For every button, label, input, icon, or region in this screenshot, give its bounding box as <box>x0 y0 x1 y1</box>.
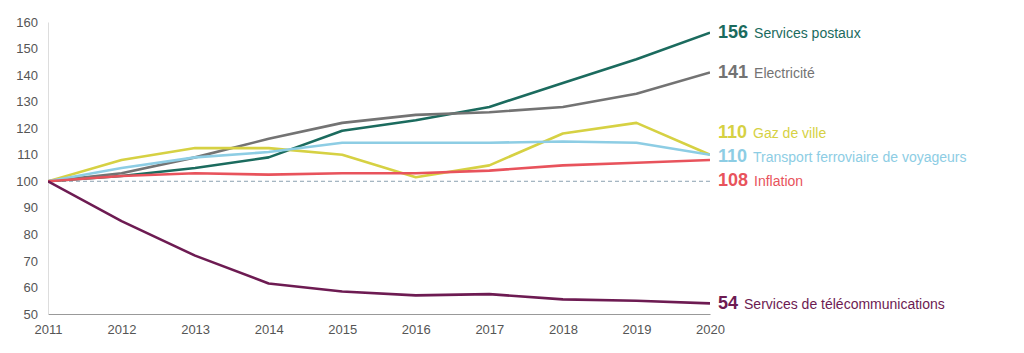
data-label: 108 <box>718 170 748 190</box>
y-tick-label: 80 <box>24 227 38 242</box>
series-name: Electricité <box>754 65 815 81</box>
end-label: 110 Gaz de ville <box>718 122 826 142</box>
series-line <box>48 123 710 181</box>
series-line <box>48 72 710 181</box>
y-tick-label: 60 <box>24 280 38 295</box>
y-tick-label: 50 <box>24 307 38 322</box>
series-name: Services de télécommunications <box>744 296 945 312</box>
y-tick-label: 90 <box>24 200 38 215</box>
x-axis-line <box>49 314 711 315</box>
y-tick: 150 <box>16 41 48 56</box>
y-tick: 70 <box>24 254 48 269</box>
x-tick: 2012 <box>108 314 137 337</box>
end-label: 141 Electricité <box>718 62 815 82</box>
y-tick-label: 100 <box>16 174 38 189</box>
x-tick-label: 2014 <box>255 322 284 337</box>
x-tick: 2015 <box>328 314 357 337</box>
x-tick: 2013 <box>181 314 210 337</box>
x-tick-label: 2015 <box>328 322 357 337</box>
y-tick-label: 120 <box>16 121 38 136</box>
data-label: 110 <box>718 122 747 142</box>
x-tick-label: 2017 <box>475 322 504 337</box>
x-tick-label: 2012 <box>108 322 137 337</box>
x-tick-label: 2020 <box>696 322 725 337</box>
y-tick: 90 <box>24 200 48 215</box>
x-tick: 2020 <box>696 314 725 337</box>
x-tick-label: 2019 <box>622 322 651 337</box>
end-label: 54 Services de télécommunications <box>718 293 945 313</box>
x-tick-label: 2011 <box>35 322 63 337</box>
end-label: 156 Services postaux <box>718 22 861 42</box>
y-tick: 110 <box>17 147 48 162</box>
y-tick: 60 <box>24 280 48 295</box>
y-tick-label: 140 <box>16 68 38 83</box>
y-tick: 80 <box>24 227 48 242</box>
end-labels: 156 Services postaux 141 Electricité 110 Gaz … <box>718 22 967 313</box>
y-tick: 160 <box>16 15 48 30</box>
y-axis: 50 60 70 80 90 100 110 120 130 140 150 160 <box>16 15 48 322</box>
x-tick-label: 2018 <box>549 322 578 337</box>
reference-line <box>48 181 710 182</box>
y-tick: 100 <box>16 174 48 189</box>
x-tick-label: 2016 <box>402 322 431 337</box>
x-tick: 2019 <box>622 314 651 337</box>
data-label: 54 <box>718 293 738 313</box>
y-tick-label: 160 <box>16 15 38 30</box>
x-tick: 2016 <box>402 314 431 337</box>
series-line <box>48 33 710 182</box>
x-tick: 2017 <box>475 314 504 337</box>
y-tick: 140 <box>16 68 48 83</box>
y-tick-label: 130 <box>16 94 38 109</box>
data-label: 156 <box>718 22 748 42</box>
end-label: 108 Inflation <box>718 170 803 190</box>
x-tick: 2014 <box>255 314 284 337</box>
x-tick: 2011 <box>35 314 63 337</box>
data-label: 141 <box>718 62 748 82</box>
x-axis: 2011 2012 2013 2014 2015 2016 2017 2018 2019 2020 <box>35 314 725 337</box>
plot: 2011 2012 2013 2014 2015 2016 2017 2018 2019 2020… <box>16 15 725 337</box>
end-label: 110 Transport ferroviaire de voyageurs <box>718 146 967 166</box>
chart: 2011 2012 2013 2014 2015 2016 2017 2018 2019 2020… <box>0 0 1024 353</box>
y-tick-label: 110 <box>17 147 38 162</box>
data-label: 110 <box>718 146 747 166</box>
series-name: Gaz de ville <box>753 125 826 141</box>
x-tick-label: 2013 <box>181 322 210 337</box>
y-tick-label: 150 <box>16 41 38 56</box>
series-line <box>48 141 710 181</box>
series-name: Services postaux <box>754 25 861 41</box>
y-axis-line <box>48 23 49 315</box>
series-line <box>48 181 710 303</box>
marks <box>48 33 710 304</box>
y-tick-label: 70 <box>24 254 38 269</box>
series-line <box>48 160 710 181</box>
y-tick: 120 <box>16 121 48 136</box>
series-name: Transport ferroviaire de voyageurs <box>753 149 966 165</box>
series-name: Inflation <box>754 173 803 189</box>
x-tick: 2018 <box>549 314 578 337</box>
y-tick: 50 <box>24 307 48 322</box>
y-tick: 130 <box>16 94 48 109</box>
